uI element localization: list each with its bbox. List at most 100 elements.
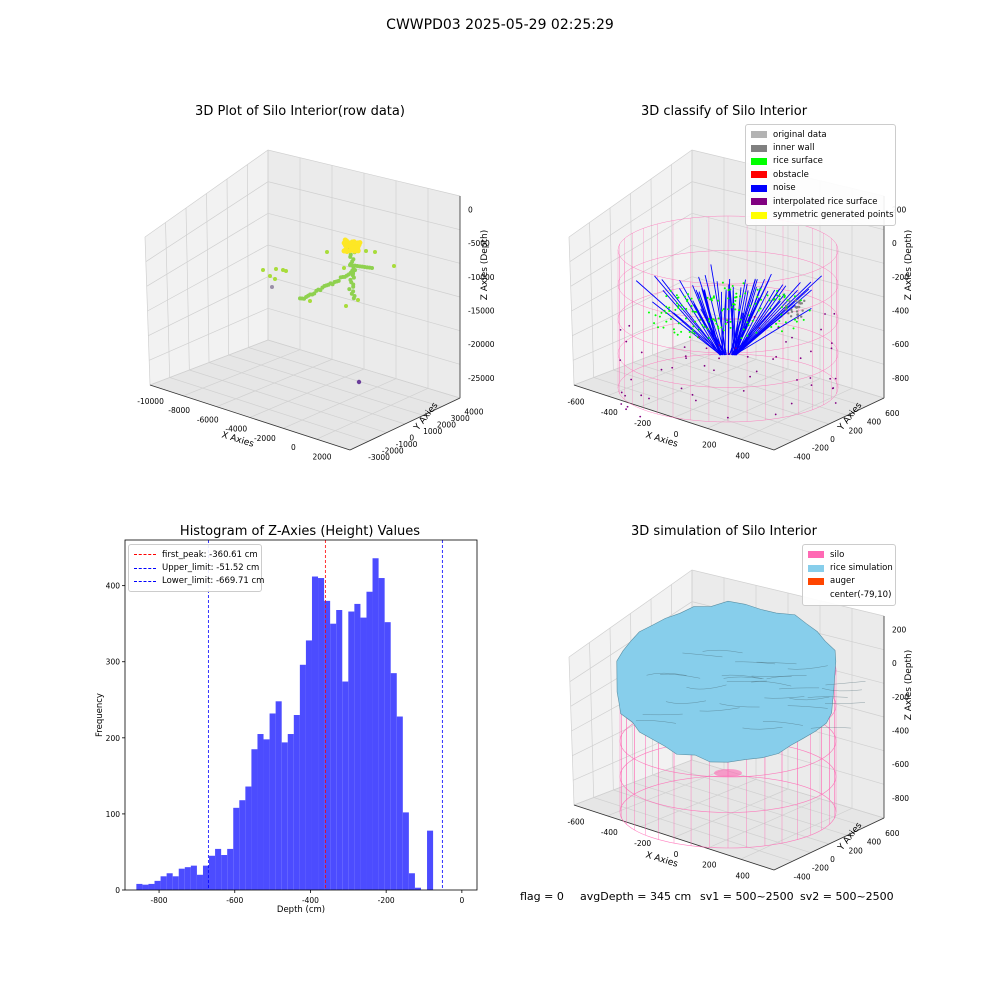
- plot2-rice-point: [665, 295, 668, 298]
- plot1-y-tick: -1000: [396, 440, 418, 449]
- plot2-rice-point: [668, 309, 671, 312]
- histogram-bar: [378, 578, 385, 890]
- plot1-x-axis: [149, 384, 351, 451]
- plot2-interp-point: [660, 368, 663, 371]
- plot2-rice-point: [697, 328, 700, 331]
- histogram-bar: [384, 622, 391, 890]
- plot4-y-tick: -200: [812, 864, 829, 873]
- plot2-interp-point: [796, 379, 798, 381]
- plot2-rice-point: [677, 304, 680, 307]
- plot2-rice-point: [808, 309, 811, 312]
- histogram-bar: [209, 855, 216, 890]
- plot2-interp-point: [833, 312, 836, 315]
- plot4-mesh-line: [756, 661, 797, 665]
- plot2-rice-point: [665, 320, 668, 323]
- plot2-rice-point: [677, 322, 680, 325]
- plot1-z-tick: -10000: [468, 273, 495, 282]
- plot2-x-tick: -600: [567, 397, 584, 406]
- plot1-grid-y: [267, 150, 461, 399]
- plot4-mesh-line: [821, 688, 862, 692]
- plot2-rice-point: [665, 311, 668, 314]
- plot2-rice-point: [731, 284, 734, 287]
- plot1-point: [273, 277, 277, 281]
- plot2-noise-line: [673, 312, 724, 356]
- plot2-noise-line: [729, 289, 737, 356]
- plot2-rice-point: [722, 307, 725, 310]
- plot1-pane-left: [145, 150, 268, 385]
- status-sv1: sv1 = 500~2500: [700, 890, 794, 903]
- plot1-z-tick: -5000: [468, 239, 490, 248]
- plot2-noise-line: [732, 278, 756, 356]
- plot1-y-tick: 4000: [464, 408, 483, 417]
- plot4-y-axis: [773, 817, 885, 871]
- histogram-bar: [269, 713, 276, 890]
- histogram-bar: [408, 873, 415, 890]
- plot2-rice-point: [794, 318, 797, 321]
- plot2-rice-point: [768, 299, 771, 302]
- plot2-interp-point: [718, 344, 721, 346]
- plot4-x-tick: -600: [567, 817, 584, 826]
- plot2-noise-line: [662, 290, 721, 356]
- plot2-y-tick: -200: [812, 444, 829, 453]
- plot2-noise-line: [697, 292, 721, 356]
- plot1-title: 3D Plot of Silo Interior(row data): [195, 104, 405, 119]
- plot2-rice-point: [802, 318, 805, 321]
- histogram-bar: [372, 558, 379, 890]
- plot2-zlabel: Z Axies (Depth): [904, 230, 914, 301]
- plot2-noise-line: [731, 279, 747, 356]
- plot2-rice-point: [706, 327, 709, 330]
- histogram-y-tick: 200: [106, 734, 121, 743]
- plot2-noise-line: [704, 275, 725, 356]
- histogram-bar: [239, 800, 246, 890]
- plot4-rice-surface: [616, 600, 837, 763]
- plot4-x-tick: -400: [601, 828, 618, 837]
- plot2-rice-point: [681, 307, 684, 310]
- plot2-rice-point: [676, 333, 679, 336]
- plot2-grid-y: [671, 164, 866, 408]
- plot2-interp-point: [830, 347, 833, 350]
- plot2-interp-point: [775, 355, 778, 358]
- histogram-bar: [166, 873, 173, 890]
- plot4-mesh-line: [721, 674, 762, 679]
- histogram-bar: [233, 807, 240, 890]
- plot2-rice-point: [690, 297, 693, 300]
- plot2-wall-point: [785, 308, 788, 311]
- histogram-bar: [196, 874, 203, 890]
- plot1-point: [342, 266, 346, 270]
- histogram-bar: [190, 865, 197, 890]
- plot2-interp-point: [755, 370, 758, 373]
- plot2-rice-point: [723, 287, 726, 290]
- plot4-mesh-line: [810, 727, 851, 729]
- plot1-x-tick: -10000: [137, 397, 164, 406]
- plot2-rice-point: [687, 293, 690, 296]
- plot2-noise-line: [727, 298, 730, 356]
- plot2-rice-point: [747, 324, 750, 327]
- plot4-mesh-line: [787, 665, 828, 670]
- plot2-rice-point: [734, 308, 737, 311]
- plot1-z-tick: 0: [468, 205, 473, 214]
- histogram-bar: [366, 591, 373, 890]
- legend-item-center: center(-79,10): [830, 589, 892, 600]
- plot2-rice-point: [766, 294, 769, 297]
- plot2-rice-point: [717, 327, 720, 330]
- plot2-wall-point: [797, 301, 800, 304]
- plot2-z-tick: -800: [892, 374, 909, 383]
- histogram-x-tick: 0: [459, 896, 464, 905]
- histogram-bar: [275, 701, 282, 890]
- plot2-rice-point: [795, 320, 798, 323]
- plot1-point: [370, 266, 374, 270]
- plot4-mesh-line: [807, 696, 848, 698]
- plot2-rice-point: [699, 318, 702, 321]
- plot2-rice-point: [799, 299, 802, 302]
- plot2-rice-point: [773, 298, 776, 301]
- histogram-bar: [257, 734, 264, 890]
- plot2-x-tick: 400: [736, 451, 751, 460]
- plot2-interp-point: [809, 377, 812, 379]
- plot4-mesh-line: [699, 707, 740, 712]
- plot2-rice-point: [733, 303, 736, 306]
- plot4-y-tick: 200: [849, 846, 864, 855]
- plot2-rice-point: [692, 325, 695, 328]
- plot4-x-tick: -200: [634, 839, 651, 848]
- plot2-interp-point: [830, 342, 833, 344]
